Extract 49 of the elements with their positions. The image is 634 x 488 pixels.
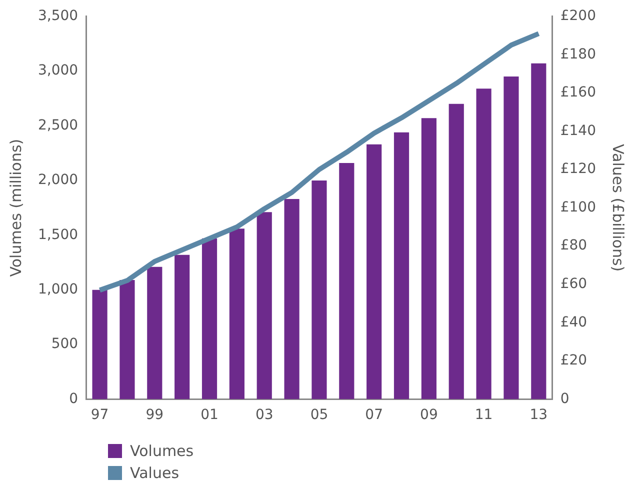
bar	[394, 132, 410, 400]
bar	[312, 180, 327, 400]
y2-tick-label: £60	[560, 276, 588, 292]
bar	[531, 63, 546, 400]
legend-label: Values	[130, 464, 180, 482]
y2-axis-title: Values (£billions)	[609, 144, 628, 272]
bar	[504, 76, 519, 400]
bar	[147, 266, 162, 400]
y2-tick-label: £140	[560, 122, 596, 139]
x-tick-label: 09	[420, 407, 438, 424]
y-tick-label: 500	[51, 336, 78, 352]
x-tick-label: 99	[146, 407, 164, 424]
y-tick-label: 1,500	[38, 226, 78, 243]
x-tick-label: 13	[530, 407, 548, 424]
bar	[366, 144, 382, 400]
bar	[92, 290, 108, 400]
bar	[339, 162, 354, 400]
bar	[120, 280, 135, 400]
x-tick-label: 97	[90, 407, 109, 424]
x-tick-label: 07	[365, 407, 383, 424]
x-tick-label: 03	[255, 407, 274, 424]
bar	[229, 228, 244, 400]
y2-tick-label: £200	[560, 8, 596, 24]
y2-tick-label: £40	[560, 314, 588, 330]
y2-tick-label: £160	[560, 84, 596, 101]
x-tick-label: 01	[200, 407, 218, 424]
y2-tick-label: £120	[560, 161, 596, 178]
y2-tick-label: 0	[560, 390, 570, 407]
y-tick-label: 3,500	[38, 8, 78, 24]
x-tick-label: 05	[310, 407, 328, 424]
bar	[202, 238, 218, 400]
legend-label: Volumes	[130, 442, 194, 460]
y-tick-label: 2,000	[38, 172, 78, 188]
bar	[174, 254, 190, 400]
bar	[421, 118, 436, 400]
x-tick-label: 11	[474, 407, 493, 424]
y2-tick-label: £100	[560, 199, 596, 216]
bar	[476, 88, 492, 400]
bar	[448, 104, 464, 400]
y-axis-title: Volumes (millions)	[6, 138, 25, 277]
y-tick-label: 0	[69, 390, 78, 407]
bar	[256, 212, 272, 400]
y2-tick-label: £80	[560, 238, 588, 254]
y2-tick-label: £180	[560, 46, 596, 62]
y-tick-label: 1,000	[38, 281, 78, 298]
y-tick-label: 3,000	[38, 62, 78, 79]
bar	[284, 199, 300, 400]
y2-tick-label: £20	[560, 352, 588, 369]
y-tick-label: 2,500	[38, 117, 78, 134]
